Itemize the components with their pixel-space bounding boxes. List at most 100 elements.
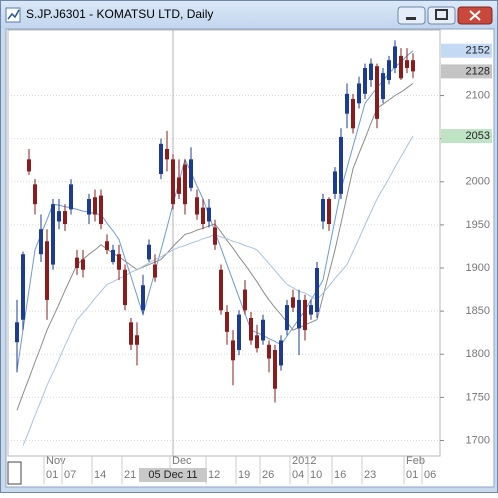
candle-body (189, 159, 193, 188)
x-tick-label: 16 (334, 469, 346, 481)
candle-body (81, 259, 85, 270)
plot-area (7, 29, 441, 457)
candle-body (69, 184, 73, 210)
x-tick-label: 10 (310, 469, 322, 481)
x-tick-label: 21 (124, 469, 136, 481)
price-label: 2152 (466, 45, 490, 57)
candle-body (213, 227, 217, 245)
candle-body (141, 285, 145, 311)
y-tick-label: 1900 (466, 262, 490, 274)
candle-body (21, 254, 25, 320)
y-tick-label: 2000 (466, 176, 490, 188)
candle-body (165, 149, 169, 160)
candle-body (87, 199, 91, 215)
candle-body (225, 311, 229, 332)
candle-body (333, 171, 337, 194)
candle-body (297, 299, 301, 329)
price-label: 2128 (466, 65, 490, 77)
month-label: Dec (172, 455, 192, 467)
price-label: 2053 (466, 130, 490, 142)
y-tick-label: 1850 (466, 305, 490, 317)
candle-body (375, 66, 379, 119)
candle-body (201, 207, 205, 225)
candle-body (237, 314, 241, 350)
candle-body (273, 349, 277, 389)
candle-body (231, 340, 235, 361)
maximize-glyph (435, 9, 448, 20)
candle-body (303, 299, 307, 331)
candle-body (267, 344, 271, 359)
x-tick-label: 04 (292, 469, 304, 481)
candle-body (75, 257, 79, 269)
candle-body (261, 319, 265, 341)
candle-body (291, 297, 295, 308)
candle-body (51, 204, 55, 265)
month-label: Nov (46, 455, 66, 467)
candle-body (207, 207, 211, 222)
candle-body (339, 136, 343, 194)
candle-body (369, 63, 373, 81)
y-tick-label: 1950 (466, 219, 490, 231)
candle-body (105, 241, 109, 250)
candle-body (27, 159, 31, 172)
candle-body (129, 322, 133, 345)
x-tick-label: 12 (208, 469, 220, 481)
candle-body (357, 83, 361, 104)
candle-body (195, 197, 199, 215)
x-tick-label: 01 (406, 469, 418, 481)
y-tick-label: 2100 (466, 89, 490, 101)
window-icon-line (7, 9, 20, 20)
candle-body (393, 46, 397, 68)
price-label-box (441, 64, 492, 79)
candle-body (135, 335, 139, 345)
candle-body (57, 211, 61, 222)
candle-body (159, 143, 163, 175)
candle-body (177, 177, 181, 194)
candle-body (183, 164, 187, 205)
candle-body (153, 264, 157, 278)
candle-body (147, 244, 151, 260)
minimize-glyph (406, 17, 416, 20)
x-tick-label: 23 (364, 469, 376, 481)
candle-body (285, 305, 289, 331)
candle-body (249, 318, 253, 341)
candle-body (321, 199, 325, 222)
candle-body (399, 55, 403, 79)
x-tick-label: 07 (64, 469, 76, 481)
candle-body (171, 159, 175, 205)
crosshair-box (139, 468, 207, 482)
candle-body (351, 98, 355, 129)
minimize-button[interactable] (397, 6, 426, 25)
crosshair-label: 05 Dec 11 (148, 469, 197, 481)
y-tick-label: 1750 (466, 391, 490, 403)
candle-body (381, 73, 385, 99)
x-tick-label: 26 (262, 469, 274, 481)
candle-body (63, 211, 67, 225)
y-tick-label: 1700 (466, 434, 490, 446)
close-glyph (469, 10, 481, 21)
candle-body (93, 197, 97, 215)
candle-body (315, 268, 319, 312)
y-tick-label: 1800 (466, 348, 490, 360)
maximize-button[interactable] (427, 6, 456, 25)
candle-body (111, 249, 115, 262)
window-buttons[interactable] (397, 6, 493, 25)
candle-body (345, 93, 349, 114)
candle-body (387, 60, 391, 81)
candle-body (123, 269, 127, 306)
candle-body (39, 229, 43, 255)
month-label: 2012 (292, 455, 316, 467)
candle-body (363, 67, 367, 94)
x-tick-label: 01 (46, 469, 58, 481)
window-title: S.JP.J6301 - KOMATSU LTD, Daily (26, 7, 213, 21)
candle-body (33, 184, 37, 205)
candle-body (411, 60, 415, 72)
candle-body (219, 269, 223, 311)
price-label-box (441, 129, 492, 144)
x-tick-label: 06 (424, 469, 436, 481)
candle-body (117, 254, 121, 270)
overlay-line (22, 135, 414, 446)
x-tick-label: 19 (238, 469, 250, 481)
candle-body (405, 60, 409, 68)
